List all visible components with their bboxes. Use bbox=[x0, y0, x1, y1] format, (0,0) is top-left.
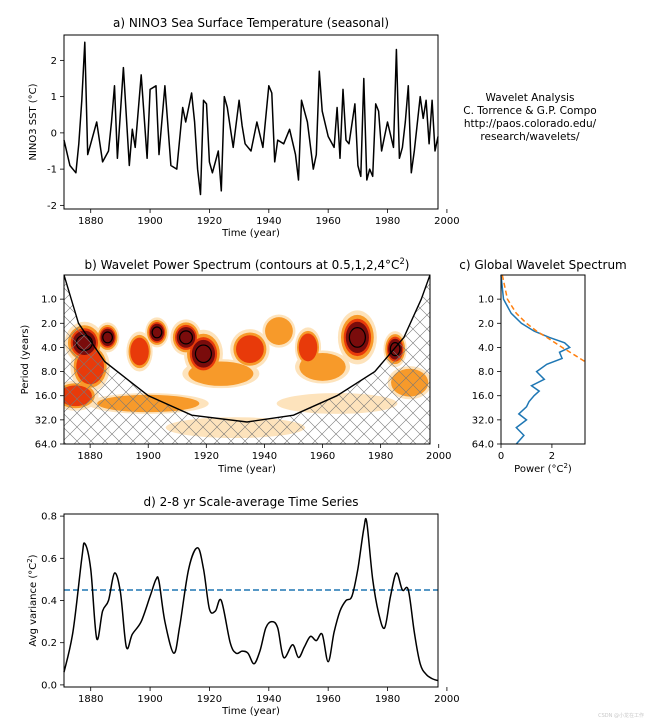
chart-c-ytick-label-4: 16.0 bbox=[472, 391, 494, 402]
chart-c-ytick-label-6: 64.0 bbox=[472, 440, 494, 451]
significance-contour-4 bbox=[194, 344, 213, 364]
significance-contour-2 bbox=[151, 326, 163, 339]
chart-a-ytick-label-1: -1 bbox=[47, 165, 57, 176]
chart-a-xtick-label-2: 1920 bbox=[197, 216, 222, 227]
chart-d-title: d) 2-8 yr Scale-average Time Series bbox=[143, 495, 358, 509]
chart-c-xtick-label-0: 0 bbox=[498, 451, 504, 462]
cone-of-influence-line bbox=[64, 275, 430, 423]
power-contour-1-14 bbox=[265, 317, 293, 345]
annotation-text: Wavelet Analysis C. Torrence & G.P. Comp… bbox=[455, 92, 605, 144]
chart-c-xtick-label-1: 2 bbox=[549, 451, 555, 462]
chart-a-frame bbox=[63, 34, 439, 210]
chart-a-ytick-label-2: 0 bbox=[51, 128, 57, 139]
chart-b-xlabel: Time (year) bbox=[217, 464, 276, 475]
chart-a-xtick-label-3: 1940 bbox=[256, 216, 281, 227]
chart-a-series-line bbox=[63, 41, 439, 196]
chart-b-ylabel: Period (years) bbox=[20, 325, 31, 395]
chart-b-xtick-label-2: 1920 bbox=[194, 451, 219, 462]
chart-c-ytick-label-2: 4.0 bbox=[478, 343, 494, 354]
chart-b-xtick-label-3: 1940 bbox=[252, 451, 277, 462]
chart-c-frame bbox=[500, 274, 586, 445]
chart-b-ytick-label-4: 16.0 bbox=[35, 391, 57, 402]
chart-b-ytick-label-5: 32.0 bbox=[35, 415, 57, 426]
chart-a-xlabel: Time (year) bbox=[221, 228, 280, 239]
chart-d-ytick-label-1: 0.2 bbox=[41, 638, 57, 649]
chart-b-xtick-label-0: 1880 bbox=[77, 451, 102, 462]
chart-b-ytick-label-6: 64.0 bbox=[35, 440, 57, 451]
power-contour-4-5 bbox=[345, 321, 369, 354]
significance-contour-5 bbox=[348, 327, 366, 348]
scale-average-line bbox=[63, 517, 439, 682]
chart-b-xtick-label-6: 2000 bbox=[426, 451, 451, 462]
chart-a-ylabel: NINO3 SST (°C) bbox=[28, 83, 39, 160]
chart-d-xtick-label-6: 2000 bbox=[434, 694, 459, 705]
significance-contour-3 bbox=[179, 330, 194, 345]
chart-d-xtick-label-1: 1900 bbox=[137, 694, 162, 705]
chart-b-xtick-label-5: 1980 bbox=[368, 451, 393, 462]
watermark: CSDN @小龙在工作 bbox=[598, 713, 644, 719]
chart-a-xtick-label-6: 2000 bbox=[434, 216, 459, 227]
chart-b-ytick-label-3: 8.0 bbox=[41, 367, 57, 378]
chart-d-ytick-label-4: 0.8 bbox=[41, 512, 57, 523]
chart-d-xlabel: Time (year) bbox=[221, 706, 280, 717]
annotation-line-2: C. Torrence & G.P. Compo bbox=[463, 105, 597, 117]
chart-a-ytick-label-4: 2 bbox=[51, 56, 57, 67]
power-contour-2-10 bbox=[298, 333, 318, 362]
chart-a-title: a) NINO3 Sea Surface Temperature (season… bbox=[113, 16, 389, 30]
chart-b-ytick-label-2: 4.0 bbox=[41, 343, 57, 354]
annotation-line-1: Wavelet Analysis bbox=[485, 92, 575, 104]
cone-of-influence-hatch bbox=[64, 275, 430, 444]
power-contour-2-9 bbox=[236, 335, 264, 364]
global-spectrum-line bbox=[500, 274, 572, 445]
chart-a-xtick-label-0: 1880 bbox=[78, 216, 103, 227]
chart-c-title: c) Global Wavelet Spectrum bbox=[459, 258, 627, 272]
chart-d-xtick-label-3: 1940 bbox=[256, 694, 281, 705]
chart-c-ytick-label-5: 32.0 bbox=[472, 415, 494, 426]
chart-c-ytick-label-1: 2.0 bbox=[478, 319, 494, 330]
chart-a-xtick-label-4: 1960 bbox=[315, 216, 340, 227]
chart-a-xtick-label-1: 1900 bbox=[137, 216, 162, 227]
chart-d-xtick-label-0: 1880 bbox=[78, 694, 103, 705]
chart-d-xtick-label-5: 1980 bbox=[375, 694, 400, 705]
chart-b-frame bbox=[63, 274, 431, 445]
chart-c-ytick-label-0: 1.0 bbox=[478, 295, 494, 306]
annotation-line-4: research/wavelets/ bbox=[480, 131, 580, 143]
chart-b-ytick-label-0: 1.0 bbox=[41, 295, 57, 306]
annotation-line-3: http://paos.colorado.edu/ bbox=[463, 118, 597, 130]
chart-b-plot-area bbox=[64, 275, 430, 444]
chart-b-xtick-label-4: 1960 bbox=[310, 451, 335, 462]
chart-d-ytick-label-0: 0.0 bbox=[41, 680, 57, 691]
chart-d-xtick-label-2: 1920 bbox=[197, 694, 222, 705]
significance-line bbox=[501, 274, 586, 363]
chart-b-xtick-label-1: 1900 bbox=[136, 451, 161, 462]
chart-a-xtick-label-5: 1980 bbox=[375, 216, 400, 227]
chart-c-ytick-label-3: 8.0 bbox=[478, 367, 494, 378]
chart-b-ytick-label-1: 2.0 bbox=[41, 319, 57, 330]
chart-a-ytick-label-3: 1 bbox=[51, 92, 57, 103]
significance-contour-1 bbox=[102, 331, 113, 344]
chart-a-ytick-label-0: -2 bbox=[47, 201, 57, 212]
chart-d-ylabel: Avg variance (°C2) bbox=[26, 554, 39, 646]
chart-d-xtick-label-4: 1960 bbox=[315, 694, 340, 705]
chart-d-ytick-label-3: 0.6 bbox=[41, 554, 57, 565]
power-contour-4-4 bbox=[191, 339, 216, 368]
power-contour-2-8 bbox=[130, 337, 149, 366]
chart-b-title: b) Wavelet Power Spectrum (contours at 0… bbox=[85, 256, 410, 272]
chart-c-xlabel: Power (°C2) bbox=[514, 462, 572, 475]
chart-d-ytick-label-2: 0.4 bbox=[41, 596, 57, 607]
